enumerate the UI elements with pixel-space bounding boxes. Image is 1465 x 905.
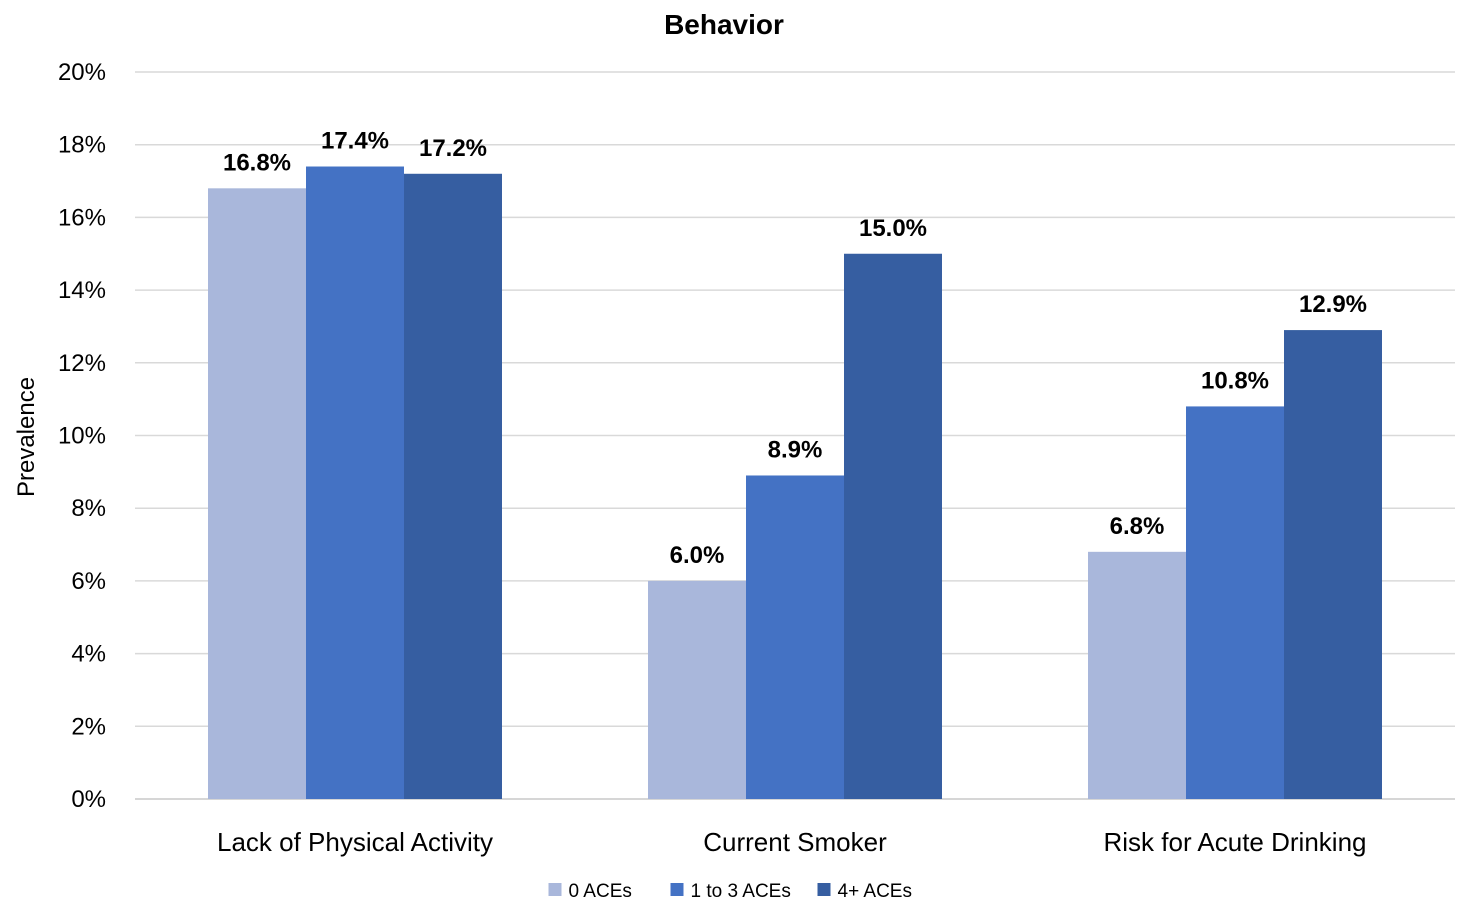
data-label: 6.0% bbox=[670, 542, 725, 569]
y-tick-label: 20% bbox=[58, 59, 106, 86]
data-label: 12.9% bbox=[1299, 291, 1367, 318]
bar bbox=[306, 166, 404, 799]
legend-label: 1 to 3 ACEs bbox=[691, 881, 791, 902]
data-label: 8.9% bbox=[768, 436, 823, 463]
bar bbox=[1284, 330, 1382, 799]
bar bbox=[1186, 406, 1284, 799]
y-tick-label: 16% bbox=[58, 204, 106, 231]
bar bbox=[208, 188, 306, 799]
y-axis-label: Prevalence bbox=[13, 377, 40, 497]
data-label: 16.8% bbox=[223, 149, 291, 176]
chart-title: Behavior bbox=[664, 9, 784, 40]
legend-swatch bbox=[817, 883, 831, 896]
y-tick-label: 2% bbox=[71, 713, 106, 740]
bar bbox=[844, 253, 942, 799]
legend-swatch bbox=[670, 883, 684, 896]
x-category-label: Lack of Physical Activity bbox=[217, 827, 493, 857]
y-tick-label: 0% bbox=[71, 786, 106, 813]
y-tick-label: 8% bbox=[71, 495, 106, 522]
y-axis-ticks: 0% 2% 4% 6% 8% 10% 12% 14% 16% 18% 20% bbox=[58, 59, 106, 813]
bar bbox=[648, 580, 746, 799]
y-tick-label: 4% bbox=[71, 641, 106, 668]
bars bbox=[208, 166, 1382, 799]
data-label: 10.8% bbox=[1201, 367, 1269, 394]
bar bbox=[746, 475, 844, 799]
bar bbox=[404, 173, 502, 799]
x-category-label: Risk for Acute Drinking bbox=[1104, 827, 1367, 857]
x-axis-categories: Lack of Physical Activity Current Smoker R… bbox=[217, 827, 1366, 857]
legend-swatch bbox=[548, 883, 562, 896]
y-tick-label: 12% bbox=[58, 350, 106, 377]
legend-label: 4+ ACEs bbox=[838, 881, 912, 902]
data-label: 15.0% bbox=[859, 215, 927, 242]
y-tick-label: 6% bbox=[71, 568, 106, 595]
bar bbox=[1088, 551, 1186, 799]
data-label: 17.2% bbox=[419, 135, 487, 162]
y-tick-label: 10% bbox=[58, 423, 106, 450]
legend: 0 ACEs 1 to 3 ACEs 4+ ACEs bbox=[548, 881, 912, 902]
y-tick-label: 18% bbox=[58, 132, 106, 159]
x-category-label: Current Smoker bbox=[703, 827, 887, 857]
legend-label: 0 ACEs bbox=[569, 881, 632, 902]
y-tick-label: 14% bbox=[58, 277, 106, 304]
data-labels: 16.8% 17.4% 17.2% 6.0% 8.9% 15.0% 6.8% 10.8% 12.… bbox=[223, 128, 1367, 569]
data-label: 17.4% bbox=[321, 128, 389, 155]
data-label: 6.8% bbox=[1110, 513, 1165, 540]
